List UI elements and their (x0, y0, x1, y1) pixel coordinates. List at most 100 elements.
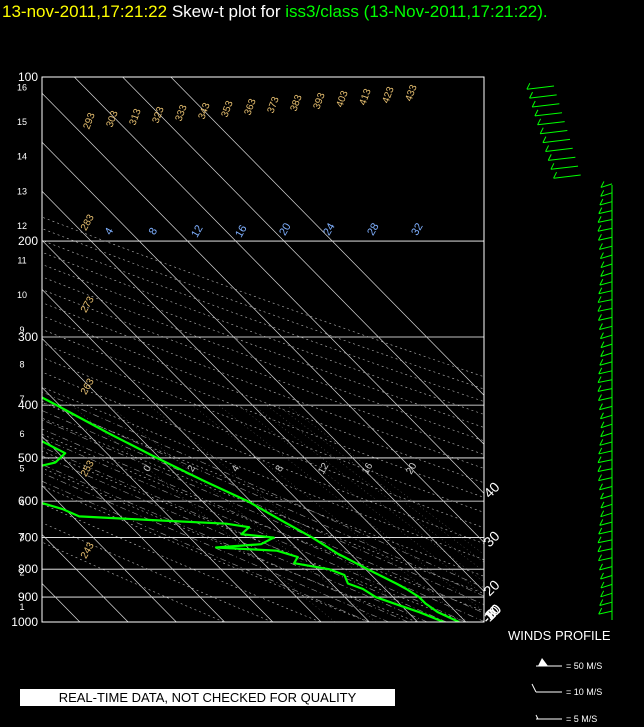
dry-adiabat-label: 363 (243, 97, 259, 117)
dry-adiabat (42, 541, 225, 622)
wind-barb (597, 468, 613, 473)
wind-barb-flag (600, 261, 605, 268)
height-tick-label: 13 (17, 186, 27, 196)
height-tick-label: 11 (17, 256, 26, 266)
wind-barb (600, 512, 613, 518)
mixing-ratio-line (277, 404, 484, 563)
mixing-ratio-line (191, 404, 469, 622)
chart-series (42, 396, 460, 622)
wind-barb-flag (600, 501, 605, 509)
mixing-ratio-line (108, 404, 377, 622)
pressure-tick-label: 900 (18, 590, 38, 604)
wind-barb (597, 459, 613, 464)
dry-adiabat-label: 403 (335, 89, 351, 109)
wind-barb (550, 165, 579, 170)
wind-barb (599, 486, 613, 491)
wind-barb-flag (597, 456, 602, 463)
wind-barb (599, 521, 613, 526)
dry-adiabat (42, 228, 484, 390)
mixing-ratio-line (286, 404, 484, 555)
dewpoint-line (42, 440, 445, 622)
dry-adiabat (42, 289, 484, 455)
wind-legend-10: = 10 M/S (566, 687, 603, 697)
legend-half-barb (535, 714, 539, 720)
pressure-tick-label: 700 (18, 531, 38, 545)
wind-barb (599, 361, 613, 366)
dry-adiabat (42, 315, 484, 484)
pressure-tick-label: 600 (18, 494, 38, 508)
wind-barb-flag (600, 181, 605, 188)
wind-barb (597, 219, 613, 223)
wind-barb (599, 325, 613, 331)
wind-barb-flag (600, 412, 604, 419)
wind-barb (532, 103, 560, 108)
wind-barb-flag (531, 100, 536, 108)
dry-adiabat-label: 353 (220, 99, 236, 119)
mixing-ratio-label: 12 (189, 223, 206, 240)
wind-barb (600, 343, 613, 349)
height-tick-label: 4 (19, 498, 24, 508)
moist-adiabat (42, 428, 484, 622)
isotherm-line (42, 288, 370, 622)
isotherm-line (42, 337, 322, 622)
title-station-time: (13-Nov-2011,17:21:22). (363, 2, 548, 21)
wind-barb-flag (600, 581, 605, 589)
wind-legend-5: = 5 M/S (566, 714, 598, 724)
pressure-tick-label: 200 (18, 234, 38, 248)
wind-barb-flag (598, 527, 603, 535)
pressure-tick-label: 400 (18, 398, 38, 412)
winds-profile-barbs (526, 82, 613, 620)
chart-grid (42, 77, 484, 622)
wind-barb-flag (599, 358, 604, 366)
mixing-ratio-label: 28 (365, 221, 382, 238)
wind-barb (597, 539, 613, 544)
wind-barb-flag (599, 439, 604, 446)
wind-barb (600, 352, 613, 357)
dry-adiabat-label: 393 (312, 91, 328, 111)
wind-barb-flag (534, 109, 539, 117)
isotherm-line (42, 583, 81, 622)
wind-barb-flag (598, 447, 603, 455)
wind-barb-flag (545, 145, 550, 152)
moist-adiabat-label: 0 (142, 463, 155, 474)
wind-barb (553, 174, 581, 179)
moist-adiabat-label: 2 (186, 463, 199, 474)
title-plot-label: Skew-t plot for (171, 2, 281, 21)
height-tick-label: 6 (19, 429, 24, 439)
dry-adiabat-label: 423 (381, 85, 397, 105)
mixing-ratio-line (218, 404, 484, 612)
mixing-ratio-label: 32 (409, 221, 426, 238)
isotherm-line (42, 239, 418, 622)
wind-barb (600, 334, 613, 340)
wind-barb-flag (599, 252, 604, 259)
wind-barb (600, 414, 613, 420)
winds-legend-glyphs (531, 658, 562, 720)
height-tick-label: 15 (17, 117, 27, 127)
quality-notice: REAL-TIME DATA, NOT CHECKED FOR QUALITY (20, 689, 395, 706)
wind-barb-flag (597, 305, 602, 312)
plot-title: 13-nov-2011,17:21:22 Skew-t plot for iss… (2, 2, 548, 22)
dry-adiabat-label: 383 (289, 93, 305, 113)
mixing-ratio-label: 20 (277, 221, 294, 238)
wind-barb-flag (529, 91, 533, 99)
height-tick-label: 10 (17, 290, 27, 300)
wind-barb-flag (600, 421, 605, 428)
wind-legend-50: = 50 M/S (566, 661, 603, 671)
dry-adiabat-label: 373 (266, 95, 282, 115)
wind-barb-flag (542, 136, 547, 143)
legend-barb (531, 683, 537, 693)
wind-barb-flag (597, 376, 602, 383)
wind-barb (597, 227, 613, 232)
height-tick-label: 8 (19, 359, 24, 369)
wind-barb-flag (597, 296, 602, 303)
dry-adiabat (42, 371, 484, 544)
wind-barb-flag (599, 278, 604, 286)
wind-barb (526, 85, 555, 90)
wind-barb (600, 272, 613, 277)
wind-barb-flag (553, 171, 558, 179)
height-tick-label: 2 (19, 567, 24, 577)
wind-barb-flag (600, 190, 605, 197)
wind-barb-flag (600, 430, 605, 437)
wind-barb (597, 308, 613, 312)
wind-barb (598, 530, 613, 535)
